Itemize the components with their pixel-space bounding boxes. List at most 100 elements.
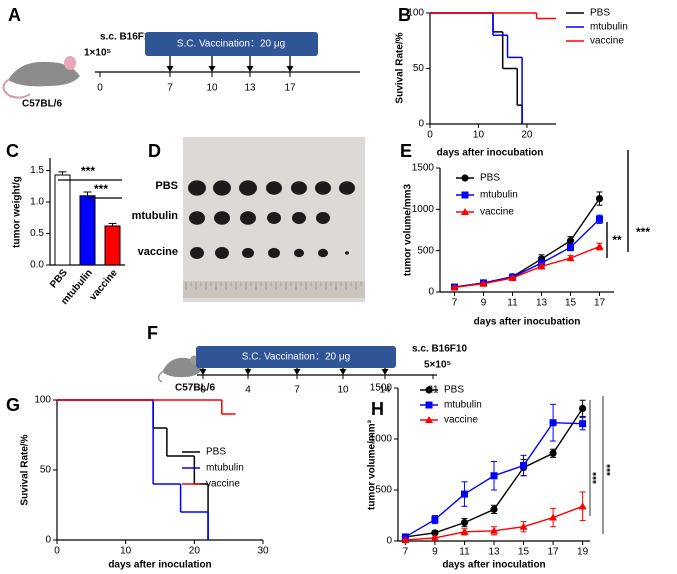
arrow-head: [244, 369, 252, 375]
marker: [431, 529, 439, 537]
x-tick-label: 15: [565, 298, 577, 309]
mouse-tail: [2, 79, 31, 99]
y-tick-label: 0.5: [30, 228, 44, 239]
y-axis-label: Suvival Rate/%: [395, 32, 406, 103]
bar: [104, 225, 121, 266]
arrow-head: [381, 369, 389, 375]
tumor: [292, 212, 306, 224]
tumor: [315, 181, 331, 195]
timeline-day: 0: [97, 83, 103, 94]
tumor: [190, 247, 204, 259]
x-axis-label: days after inoculation: [442, 560, 545, 571]
marker: [401, 535, 410, 543]
vaccination-label: S.C. Vaccination：20 μg: [242, 352, 350, 363]
timeline-day: 0: [200, 385, 206, 396]
tumor: [267, 212, 281, 224]
x-tick-label: 13: [536, 298, 548, 309]
y-tick-label: 1.0: [30, 197, 44, 208]
x-tick-label: 20: [521, 130, 533, 141]
arrow-head: [293, 369, 301, 375]
arrow-head: [246, 66, 254, 72]
photo-row-label: PBS: [155, 180, 178, 192]
injection-label: s.c. B16F10: [100, 32, 155, 43]
legend-label: mtubulin: [206, 463, 244, 474]
marker: [425, 386, 433, 394]
marker: [595, 242, 604, 250]
injection-label: s.c. B16F10: [412, 344, 467, 355]
marker: [479, 279, 488, 287]
legend-label: vaccine: [444, 415, 478, 426]
significance-label: ***: [94, 182, 108, 196]
arrow-head: [166, 66, 174, 72]
marker: [508, 273, 517, 281]
marker: [595, 194, 604, 203]
marker: [549, 449, 557, 457]
y-tick-label: 0.0: [30, 260, 44, 271]
y-tick-label: 1000: [412, 204, 435, 215]
tumor: [188, 180, 206, 196]
y-tick-label: 1000: [370, 434, 393, 445]
mouse-icon: [2, 56, 80, 99]
mouse-ear: [64, 56, 76, 70]
mouse-tail: [157, 371, 163, 383]
x-tick-label: 11: [507, 298, 518, 309]
x-tick-label: 11: [459, 547, 470, 558]
panel-label: H: [371, 399, 384, 419]
x-axis-label: days after inoculation: [108, 560, 211, 571]
legend-label: PBS: [444, 385, 464, 396]
panel-label: E: [400, 141, 412, 161]
arrow-head: [208, 66, 216, 72]
x-tick-label: 0: [54, 546, 60, 557]
x-tick-label: 7: [403, 547, 409, 558]
marker: [578, 502, 587, 510]
arrow-head: [339, 369, 347, 375]
marker: [461, 208, 469, 215]
x-tick-label: 17: [548, 547, 560, 558]
significance-label: ***: [606, 464, 617, 476]
x-tick-label: 0: [427, 130, 433, 141]
marker: [460, 527, 469, 535]
arrow-head: [286, 66, 294, 72]
marker: [520, 462, 528, 470]
y-tick-label: 0: [428, 287, 434, 298]
y-axis-label: Suvival Rate/%: [20, 434, 31, 505]
marker: [461, 191, 469, 199]
y-tick-label: 1500: [370, 383, 393, 394]
mouse-icon: [157, 355, 202, 383]
y-tick-label: 0: [45, 535, 51, 546]
y-tick-label: 50: [413, 63, 425, 74]
tumor: [339, 181, 355, 195]
series-line: [454, 198, 601, 288]
y-tick-label: 500: [375, 485, 392, 496]
legend-label: PBS: [480, 173, 500, 184]
x-tick-label: vaccine: [88, 267, 120, 303]
legend-label: vaccine: [480, 207, 514, 218]
mouse-body: [8, 61, 80, 87]
y-tick-label: 500: [417, 245, 434, 256]
x-tick-label: 10: [120, 546, 132, 557]
marker: [460, 490, 468, 498]
legend-label: mtubulin: [590, 22, 628, 33]
x-tick-label: 15: [518, 547, 530, 558]
tumor: [214, 211, 230, 225]
vaccination-box: [196, 346, 396, 368]
tumor: [345, 251, 349, 255]
y-axis-label: tumor weight/g: [12, 176, 23, 248]
marker: [425, 401, 433, 409]
x-tick-label: 19: [577, 547, 589, 558]
tumor: [239, 180, 257, 196]
marker: [549, 419, 557, 427]
marker: [596, 215, 603, 223]
marker: [579, 420, 587, 428]
marker: [431, 516, 439, 524]
vaccination-box: [145, 32, 318, 56]
x-tick-label: 10: [473, 130, 485, 141]
timeline-day: 4: [245, 385, 251, 396]
legend-label: vaccine: [206, 479, 240, 490]
series-line: [454, 245, 600, 289]
marker: [519, 522, 528, 530]
tumor: [266, 181, 282, 195]
marker: [461, 174, 469, 182]
x-tick-label: 9: [481, 298, 487, 309]
